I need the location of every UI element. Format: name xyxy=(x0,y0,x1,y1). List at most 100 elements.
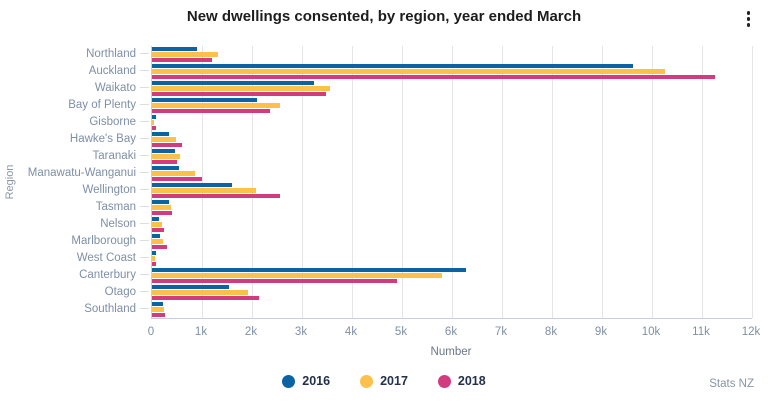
y-tick-mark xyxy=(140,291,149,293)
region-label: Wellington xyxy=(0,182,149,199)
bar-2018[interactable] xyxy=(152,125,157,131)
y-tick-mark xyxy=(140,206,149,208)
bar-2017[interactable] xyxy=(152,256,155,261)
bar-2016[interactable] xyxy=(152,165,179,171)
y-tick-mark xyxy=(140,240,149,242)
gridline xyxy=(402,46,403,318)
region-label: Otago xyxy=(0,284,149,301)
legend-item-2016[interactable]: 2016 xyxy=(282,374,330,388)
bar-2016[interactable] xyxy=(152,63,633,69)
y-tick-mark xyxy=(140,87,149,89)
bar-2016[interactable] xyxy=(152,148,176,154)
bar-2018[interactable] xyxy=(152,312,165,318)
bar-2018[interactable] xyxy=(152,261,156,267)
bar-2018[interactable] xyxy=(152,142,182,148)
y-tick-mark xyxy=(140,274,149,276)
x-tick-label: 0 xyxy=(147,326,155,338)
bar-2018[interactable] xyxy=(152,91,326,97)
bar-2016[interactable] xyxy=(152,114,156,120)
legend-label: 2016 xyxy=(302,374,331,388)
bar-2016[interactable] xyxy=(152,267,466,273)
x-ticks: 0 1k 2k 3k 4k 5k 6k 7k 8k 9k 10k 11k 12k xyxy=(147,326,760,340)
bar-2017[interactable] xyxy=(152,103,280,108)
bar-group xyxy=(152,267,752,284)
legend-swatch xyxy=(282,374,296,388)
bar-2016[interactable] xyxy=(152,284,229,290)
y-tick-mark xyxy=(140,138,149,140)
bar-2016[interactable] xyxy=(152,182,232,188)
bar-2017[interactable] xyxy=(152,52,218,57)
bar-2016[interactable] xyxy=(152,97,257,103)
gridline xyxy=(202,46,203,318)
x-tick-label: 7k xyxy=(494,326,508,338)
y-tick-mark xyxy=(140,155,149,157)
bar-group xyxy=(152,233,752,250)
y-tick-mark xyxy=(140,53,149,55)
bar-2017[interactable] xyxy=(152,222,162,227)
region-label: Bay of Plenty xyxy=(0,97,149,114)
region-label: Tasman xyxy=(0,199,149,216)
bar-2018[interactable] xyxy=(152,57,212,63)
region-label: Manawatu-Wanganui xyxy=(0,165,149,182)
bar-2017[interactable] xyxy=(152,154,181,159)
bar-2018[interactable] xyxy=(152,244,167,250)
legend-item-2017[interactable]: 2017 xyxy=(360,374,408,388)
bar-2016[interactable] xyxy=(152,216,160,222)
bar-2016[interactable] xyxy=(152,80,314,86)
region-label: Southland xyxy=(0,301,149,318)
x-tick-label: 2k xyxy=(244,326,258,338)
region-label: Taranaki xyxy=(0,148,149,165)
bar-group xyxy=(152,114,752,131)
bar-2017[interactable] xyxy=(152,239,163,244)
chart-rows xyxy=(152,46,752,318)
x-tick-label: 10k xyxy=(641,326,661,338)
gridline xyxy=(252,46,253,318)
gridline xyxy=(452,46,453,318)
region-label: Hawke's Bay xyxy=(0,131,149,148)
bar-2016[interactable] xyxy=(152,250,156,256)
bar-2018[interactable] xyxy=(152,193,280,199)
bar-2017[interactable] xyxy=(152,86,330,91)
x-tick-label: 6k xyxy=(444,326,458,338)
gridline xyxy=(752,46,753,318)
bar-2018[interactable] xyxy=(152,74,715,80)
bar-2018[interactable] xyxy=(152,159,177,165)
bar-2017[interactable] xyxy=(152,69,665,74)
bar-2018[interactable] xyxy=(152,108,270,114)
bar-2017[interactable] xyxy=(152,188,256,193)
gridline xyxy=(352,46,353,318)
bar-2017[interactable] xyxy=(152,307,164,312)
bar-2018[interactable] xyxy=(152,278,397,284)
kebab-menu-icon[interactable] xyxy=(745,9,753,29)
x-tick-label: 9k xyxy=(594,326,608,338)
y-tick-mark xyxy=(140,308,149,310)
x-tick-label: 11k xyxy=(692,326,710,338)
bar-group xyxy=(152,182,752,199)
kebab-dot xyxy=(746,11,750,15)
bar-2016[interactable] xyxy=(152,46,197,52)
bar-2018[interactable] xyxy=(152,295,259,301)
bar-2017[interactable] xyxy=(152,205,171,210)
legend-item-2018[interactable]: 2018 xyxy=(437,374,486,388)
bar-2017[interactable] xyxy=(152,137,176,142)
bar-2016[interactable] xyxy=(152,199,169,205)
bar-group xyxy=(152,148,752,165)
x-tick-label: 3k xyxy=(294,326,308,338)
bar-group xyxy=(152,97,752,114)
x-tick-label: 8k xyxy=(544,326,558,338)
bar-2016[interactable] xyxy=(152,131,170,137)
bar-2016[interactable] xyxy=(152,233,160,239)
bar-2018[interactable] xyxy=(152,210,172,216)
bar-2016[interactable] xyxy=(152,301,163,307)
region-label: Canterbury xyxy=(0,267,149,284)
region-label: Northland xyxy=(0,46,149,63)
bar-2017[interactable] xyxy=(152,290,248,295)
bar-2017[interactable] xyxy=(152,120,155,125)
bar-2018[interactable] xyxy=(152,227,164,233)
bar-2018[interactable] xyxy=(152,176,202,182)
region-label: West Coast xyxy=(0,250,149,267)
bar-2017[interactable] xyxy=(152,273,442,278)
bar-2017[interactable] xyxy=(152,171,196,176)
x-tick-label: 4k xyxy=(344,326,358,338)
